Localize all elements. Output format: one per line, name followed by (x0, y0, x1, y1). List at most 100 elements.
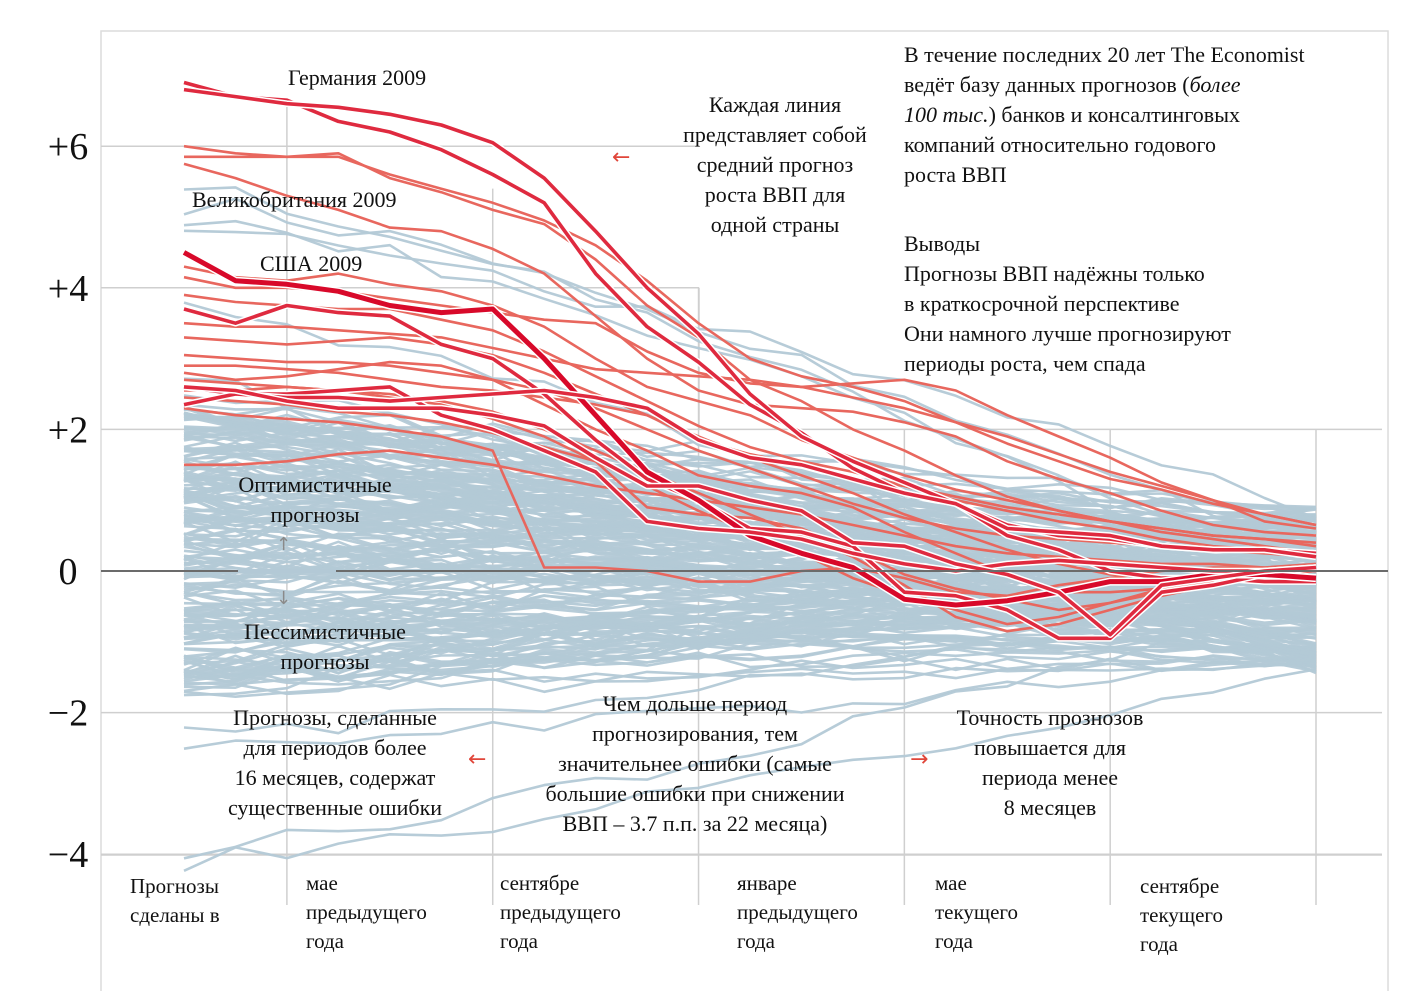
annotation-each-line: Каждая линия представляет собой средний … (650, 90, 900, 240)
background-series-line (183, 543, 1317, 594)
annotation-line: Оптимистичные (238, 472, 392, 497)
annotation-conclusions: Выводы Прогнозы ВВП надёжны только в кра… (904, 229, 1404, 379)
red-series-line (183, 275, 1317, 530)
annotation-line: Прогнозы ВВП надёжны только (904, 261, 1205, 286)
label-germany-2009: Германия 2009 (288, 65, 426, 90)
background-series-line (183, 417, 1317, 595)
arrow-down-icon: ↓ (276, 588, 292, 609)
x-axis-title-line: Прогнозы (130, 874, 219, 898)
annotation-line: Каждая линия (708, 92, 842, 117)
x-tick-line: январе (737, 871, 797, 895)
highlighted-series-line (183, 80, 1316, 584)
annotation-intro: В течение последних 20 лет The Economist… (904, 40, 1404, 190)
annotation-line: повышается для (974, 735, 1126, 760)
x-tick-label: январе предыдущего года (737, 869, 858, 956)
x-tick-label: мае текущего года (935, 869, 1018, 956)
annotation-line: одной страны (710, 212, 840, 237)
background-series-line (183, 429, 1317, 520)
background-series-line (183, 624, 1317, 661)
annotation-pessimistic: Пессимистичные прогнозы (200, 617, 450, 677)
x-tick-line: года (306, 929, 344, 953)
annotation-line: 8 месяцев (1003, 795, 1097, 820)
label-usa-2009: США 2009 (260, 251, 362, 276)
y-tick-label: +4 (48, 268, 88, 310)
x-tick-line: текущего (935, 900, 1018, 924)
label-uk-2009: Великобритания 2009 (192, 187, 397, 212)
background-series-line (183, 596, 1317, 860)
annotation-line: ведёт базу данных прогнозов (более (904, 70, 1404, 100)
y-tick-label: −2 (48, 693, 88, 735)
background-series-line (183, 656, 1317, 696)
background-series-line (183, 425, 1317, 586)
y-tick-label: 0 (59, 551, 78, 593)
chart-frame (100, 30, 1389, 991)
background-series-line (183, 229, 1317, 520)
background-series-line (183, 485, 1317, 570)
red-series-line (183, 396, 1317, 612)
annotation-short-period: Точность прознозов повышается для период… (930, 703, 1170, 823)
background-series-line (183, 529, 1317, 665)
text-span: ) банков и консалтинговых (988, 102, 1240, 127)
y-tick-label: +6 (48, 126, 88, 168)
x-tick-line: предыдущего (500, 900, 621, 924)
text-span: ведёт базу данных прогнозов ( (904, 72, 1190, 97)
background-series-line (183, 529, 1317, 567)
annotation-line: существенные ошибки (227, 795, 443, 820)
annotation-line: Пессимистичные (244, 619, 406, 644)
red-series-line (183, 293, 1317, 559)
background-series-line (183, 516, 1317, 619)
arrow-right-icon: → (910, 747, 929, 772)
x-tick-line: мае (935, 871, 967, 895)
annotation-line: прогнозирования, тем (592, 721, 798, 746)
x-tick-line: сентябре (500, 871, 580, 895)
x-tick-line: текущего (1140, 903, 1223, 927)
annotation-line: средний прогноз (696, 152, 854, 177)
conclusions-title: Выводы (904, 231, 981, 256)
red-series-line (183, 321, 1317, 527)
annotation-line: периоды роста, чем спада (904, 351, 1146, 376)
background-series-line (183, 513, 1317, 673)
annotation-line: Они намного лучше прогнозируют (904, 321, 1231, 346)
x-tick-line: предыдущего (737, 900, 858, 924)
x-tick-line: года (500, 929, 538, 953)
red-series-line (184, 155, 1317, 527)
x-tick-label: сентябре предыдущего года (500, 869, 621, 956)
annotation-line: Точность прознозов (956, 705, 1144, 730)
annotation-line: роста ВВП для (704, 182, 846, 207)
annotation-line: Прогнозы, сделанные (233, 705, 437, 730)
red-series-line (183, 336, 1317, 544)
annotation-line: прогнозы (270, 502, 360, 527)
background-series-line (183, 668, 1317, 872)
annotation-line: Чем дольше период (602, 691, 788, 716)
annotation-line: в краткосрочной перспективе (904, 291, 1180, 316)
annotation-line: компаний относительно годового (904, 132, 1217, 157)
y-tick-label: +2 (48, 409, 88, 451)
background-series-line (183, 653, 1317, 750)
annotation-line: представляет собой (683, 122, 867, 147)
highlighted-series-line (183, 388, 1317, 559)
highlighted-series-group (182, 79, 1317, 642)
x-tick-label: сентябре текущего года (1140, 872, 1223, 959)
highlighted-series-line (183, 303, 1317, 641)
x-axis-title-line: сделаны в (130, 903, 220, 927)
text-italic: 100 тыс. (904, 102, 989, 127)
text-italic: более (1189, 72, 1241, 97)
arrow-left-icon: ← (468, 747, 487, 772)
background-series-line (183, 504, 1317, 530)
annotation-line: 100 тыс.) банков и консалтинговых (904, 100, 1404, 130)
x-tick-label: мае предыдущего года (306, 869, 427, 956)
arrow-up-icon: ↑ (276, 534, 292, 555)
annotation-line: для периодов более (243, 735, 427, 760)
zero-line-gap (238, 569, 336, 573)
red-series-line (184, 449, 1316, 569)
highlighted-series-line (183, 385, 1317, 573)
y-tick-label: −4 (48, 834, 88, 876)
annotation-longer-worse: Чем дольше период прогнозирования, тем з… (495, 689, 895, 839)
red-series-line (183, 360, 1317, 594)
background-series-line (183, 624, 1317, 668)
annotation-line: периода менее (981, 765, 1119, 790)
annotation-line: прогнозы (280, 649, 370, 674)
highlighted-series-line (183, 385, 1317, 637)
annotation-line: ВВП – 3.7 п.п. за 22 месяца) (562, 811, 828, 836)
